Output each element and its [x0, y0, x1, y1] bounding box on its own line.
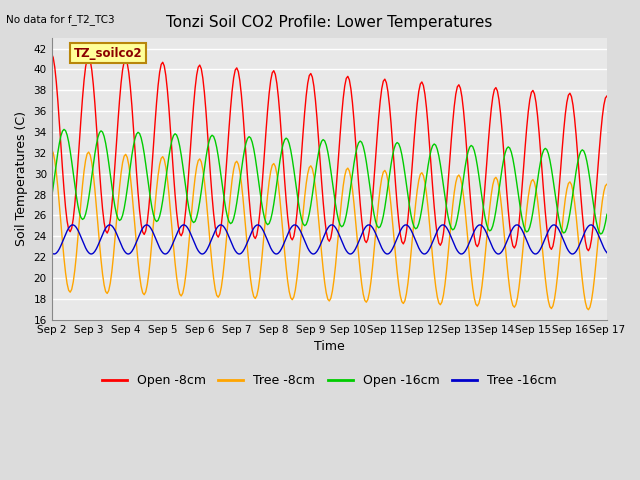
- Y-axis label: Soil Temperatures (C): Soil Temperatures (C): [15, 111, 28, 246]
- Text: No data for f_T2_TC3: No data for f_T2_TC3: [6, 14, 115, 25]
- Legend: Open -8cm, Tree -8cm, Open -16cm, Tree -16cm: Open -8cm, Tree -8cm, Open -16cm, Tree -…: [97, 370, 562, 392]
- X-axis label: Time: Time: [314, 340, 345, 353]
- Text: TZ_soilco2: TZ_soilco2: [74, 47, 143, 60]
- Title: Tonzi Soil CO2 Profile: Lower Temperatures: Tonzi Soil CO2 Profile: Lower Temperatur…: [166, 15, 493, 30]
